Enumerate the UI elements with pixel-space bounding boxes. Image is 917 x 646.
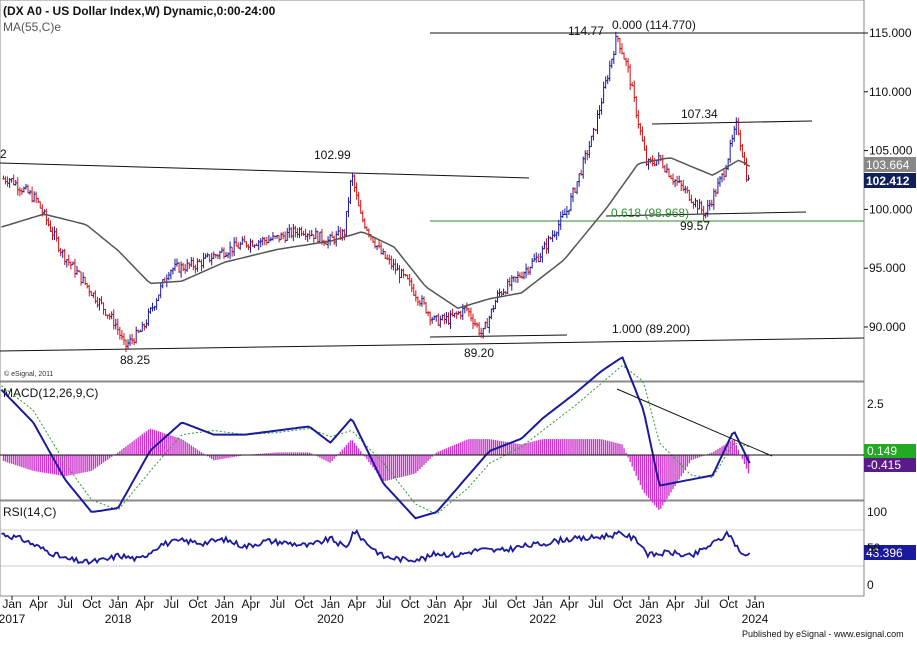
x-month-label: Jul — [588, 597, 603, 611]
x-month-label: Apr — [241, 597, 260, 611]
label-88-25: 88.25 — [120, 353, 150, 367]
price-tick-label: 105.000 — [869, 144, 913, 158]
x-month-label: Apr — [348, 597, 367, 611]
x-month-label: Oct — [507, 597, 526, 611]
x-year-label: 2022 — [529, 612, 556, 626]
label-102-99: 102.99 — [314, 148, 351, 162]
macd-trendline — [616, 388, 773, 457]
x-month-label: Jan — [321, 597, 340, 611]
x-month-label: Oct — [188, 597, 207, 611]
price-tick-label: 115.000 — [869, 26, 912, 40]
x-month-label: Jul — [270, 597, 285, 611]
x-month-label: Apr — [666, 597, 685, 611]
macd-tick-2-5: 2.5 — [867, 397, 884, 411]
label-2: 2 — [0, 147, 7, 161]
x-month-label: Apr — [560, 597, 579, 611]
rsi-title: RSI(14,C) — [3, 505, 56, 519]
x-month-label: Jul — [164, 597, 179, 611]
upper-trendline — [0, 162, 530, 179]
x-month-label: Jan — [427, 597, 446, 611]
label-107-34: 107.34 — [681, 107, 718, 121]
macd-histogram — [2, 428, 750, 510]
chart-title: (DX A0 - US Dollar Index,W) Dynamic,0:00… — [3, 4, 276, 18]
rsi-tick-50: 50 — [867, 541, 881, 555]
svg-text:43.396: 43.396 — [866, 546, 903, 560]
x-year-label: 2017 — [0, 612, 26, 626]
resistance-line — [651, 120, 813, 125]
price-tick-label: 110.000 — [869, 85, 912, 99]
price-tick-label: 90.000 — [869, 320, 906, 334]
x-month-label: Jan — [215, 597, 234, 611]
macd-value-tag: 0.149 — [864, 444, 916, 458]
x-month-label: Jul — [57, 597, 72, 611]
x-year-label: 2024 — [742, 612, 769, 626]
svg-text:0.149: 0.149 — [867, 444, 897, 458]
macd-line — [0, 356, 751, 520]
price-tick-label: 95.000 — [869, 261, 906, 275]
price-annotations: 114.77 107.34 102.99 99.57 88.25 89.20 2 0.000 … — [0, 18, 718, 367]
fib-1-line — [429, 334, 568, 338]
rsi-tick-100: 100 — [867, 505, 887, 519]
x-year-label: 2021 — [423, 612, 450, 626]
copyright-text: © eSignal, 2011 — [4, 370, 54, 378]
rsi-line — [1, 528, 751, 565]
x-year-label: 2020 — [317, 612, 344, 626]
macd-title: MACD(12,26,9,C) — [3, 386, 98, 400]
x-month-label: Jul — [482, 597, 497, 611]
ma-label: MA(55,C)e — [3, 20, 61, 34]
x-month-label: Apr — [454, 597, 473, 611]
x-month-label: Jan — [2, 597, 21, 611]
rsi-value-tag: 43.396 — [864, 545, 916, 560]
ma-value-tag: 103.664 — [864, 157, 916, 172]
trend-lines — [0, 32, 865, 352]
label-99-57: 99.57 — [680, 219, 710, 233]
x-month-label: Jan — [639, 597, 658, 611]
x-month-label: Oct — [295, 597, 314, 611]
svg-text:102.412: 102.412 — [866, 174, 910, 188]
price-tick-label: 100.000 — [869, 202, 913, 216]
x-month-label: Jan — [745, 597, 764, 611]
x-month-label: Jan — [533, 597, 552, 611]
svg-text:103.664: 103.664 — [866, 158, 910, 172]
rsi-tick-0: 0 — [867, 578, 874, 592]
label-114-77: 114.77 — [568, 24, 604, 38]
label-89-20: 89.20 — [464, 346, 494, 360]
fib-1-label: 1.000 (89.200) — [612, 322, 690, 336]
x-month-label: Oct — [82, 597, 101, 611]
published-footer: Published by eSignal - www.esignal.com — [742, 629, 904, 639]
x-year-label: 2018 — [105, 612, 132, 626]
macd-histogram-tag: -0.415 — [864, 458, 916, 472]
x-month-label: Apr — [135, 597, 154, 611]
x-month-label: Jan — [108, 597, 127, 611]
fib-0-label: 0.000 (114.770) — [612, 18, 696, 32]
price-y-axis: 115.000 110.000 105.000 100.000 95.000 90.000 — [864, 26, 913, 334]
ma-55-line — [1, 157, 751, 310]
x-month-label: Jul — [376, 597, 391, 611]
fib-618-label: 0.618 (98.968) — [611, 206, 689, 220]
x-month-label: Oct — [401, 597, 420, 611]
time-axis: Jan Apr Jul Oct Jan Apr Jul Oct Jan Apr Jul Oct Jan A… — [0, 596, 769, 626]
svg-text:-0.415: -0.415 — [867, 458, 901, 472]
x-month-label: Oct — [719, 597, 738, 611]
x-month-label: Jul — [694, 597, 709, 611]
lower-trendline — [0, 337, 865, 352]
current-price-tag: 102.412 — [864, 173, 916, 188]
x-month-label: Apr — [29, 597, 48, 611]
x-year-label: 2019 — [211, 612, 238, 626]
x-year-label: 2023 — [636, 612, 663, 626]
x-month-label: Oct — [613, 597, 632, 611]
price-panel — [0, 0, 865, 382]
rsi-panel — [0, 500, 865, 597]
